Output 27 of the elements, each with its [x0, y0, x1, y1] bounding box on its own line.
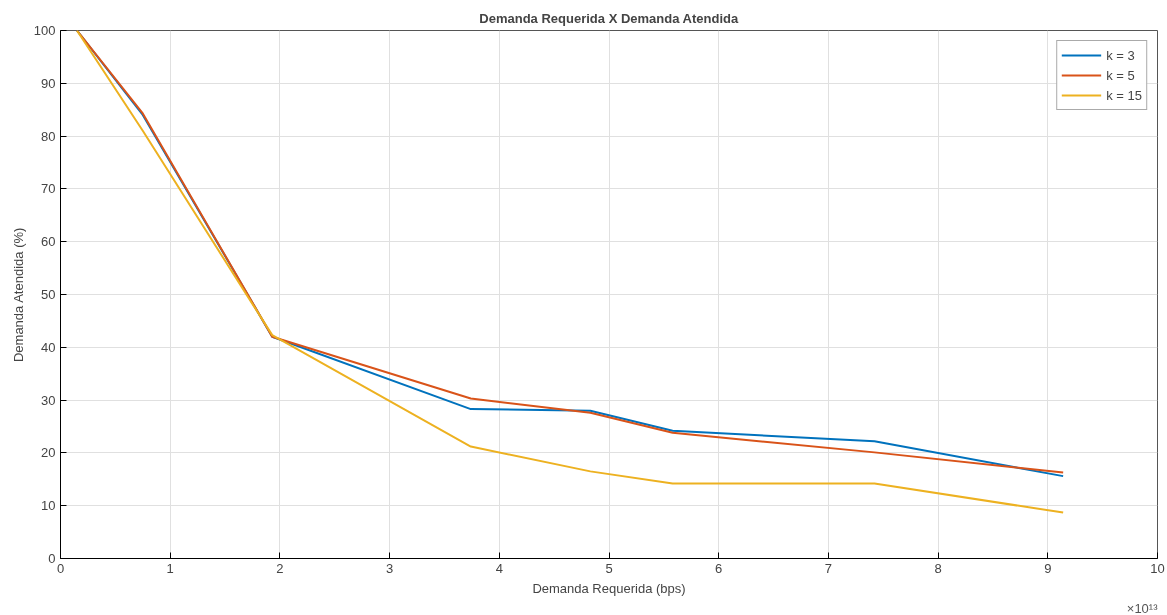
x-tick-label: 4	[495, 560, 503, 576]
legend-label: k = 5	[1106, 67, 1135, 83]
y-tick-label: 30	[41, 392, 56, 408]
y-tick-label: 100	[33, 23, 56, 38]
x-axis-title: Demanda Requerida (bps)	[532, 580, 686, 596]
x-tick-label: 6	[715, 560, 723, 576]
y-tick-label: 90	[41, 75, 56, 91]
legend-label: k = 15	[1106, 87, 1142, 103]
y-tick-label: 80	[41, 128, 56, 144]
x-tick-label: 9	[1044, 560, 1052, 576]
y-tick-label: 50	[41, 287, 56, 302]
y-tick-label: 60	[41, 234, 56, 250]
y-tick-label: 10	[41, 498, 56, 514]
y-tick-label: 70	[41, 181, 56, 197]
chart-title: Demanda Requerida X Demanda Atendida	[479, 10, 739, 26]
legend-label: k = 3	[1106, 47, 1135, 63]
x-tick-label: 2	[276, 560, 284, 576]
x-tick-label: 8	[934, 560, 942, 576]
x-tick-label: 10	[1150, 560, 1165, 576]
x-tick-label: 5	[605, 560, 613, 576]
x-tick-label: 3	[385, 560, 394, 576]
y-axis-title: Demanda Atendida (%)	[10, 227, 26, 363]
x-tick-label: 1	[166, 560, 174, 576]
y-tick-label: 40	[41, 339, 56, 355]
y-tick-label: 20	[41, 445, 56, 461]
x-tick-label: 7	[824, 560, 833, 576]
text: ×10¹³	[1126, 600, 1159, 615]
